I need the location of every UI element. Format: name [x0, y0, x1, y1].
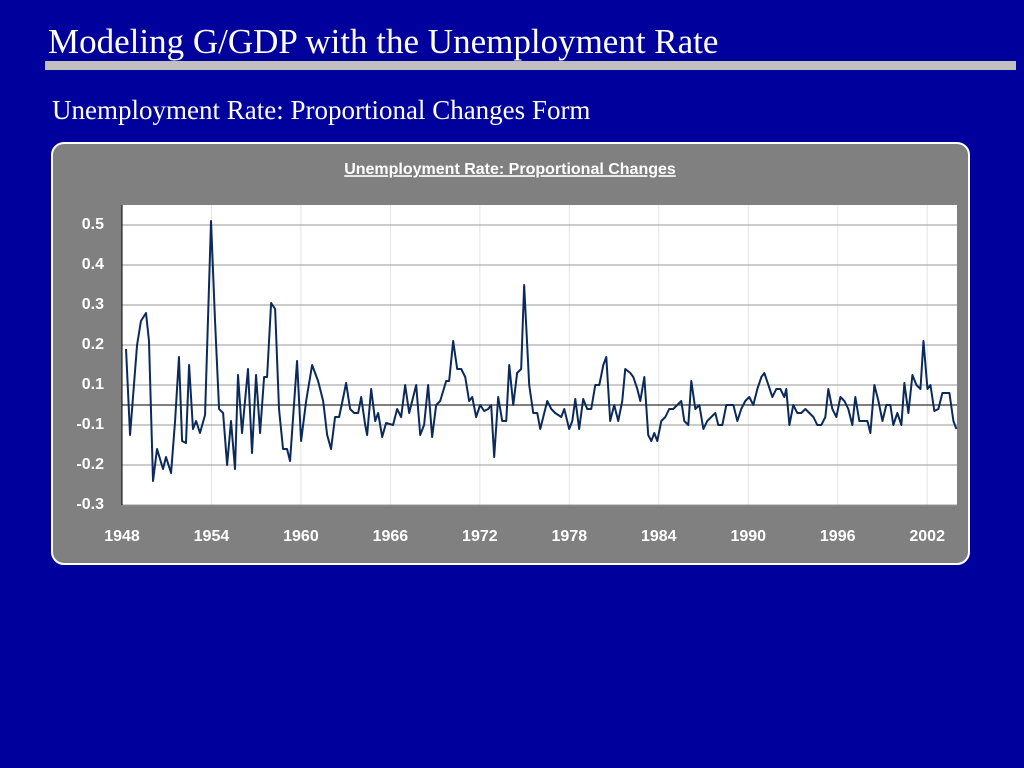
- x-tick-label: 1996: [820, 528, 856, 545]
- x-tick-label: 1990: [730, 528, 766, 545]
- chart-title: Unemployment Rate: Proportional Changes: [344, 161, 676, 178]
- x-tick-label: 1984: [641, 528, 677, 545]
- y-tick-label: 0.5: [82, 216, 104, 233]
- plot-area: [122, 205, 957, 505]
- x-tick-label: 1966: [373, 528, 409, 545]
- y-tick-label: 0.4: [82, 256, 104, 273]
- data-line: [125, 220, 958, 482]
- slide-title: Modeling G/GDP with the Unemployment Rat…: [48, 22, 718, 61]
- slide-subtitle: Unemployment Rate: Proportional Changes …: [52, 95, 590, 125]
- x-tick-label: 2002: [909, 528, 945, 545]
- y-tick-label: -0.3: [76, 496, 104, 513]
- x-tick-label: 1954: [194, 528, 230, 545]
- y-tick-label: 0.3: [82, 296, 104, 313]
- x-tick-label: 1972: [462, 528, 498, 545]
- x-tick-label: 1978: [552, 528, 588, 545]
- y-tick-label: 0.2: [82, 336, 104, 353]
- x-tick-label: 1948: [104, 528, 140, 545]
- y-tick-label: -0.2: [76, 456, 104, 473]
- y-tick-label: -0.1: [76, 416, 104, 433]
- x-tick-label: 1960: [283, 528, 319, 545]
- y-tick-label: 0.1: [82, 376, 104, 393]
- title-rule: [45, 61, 1016, 70]
